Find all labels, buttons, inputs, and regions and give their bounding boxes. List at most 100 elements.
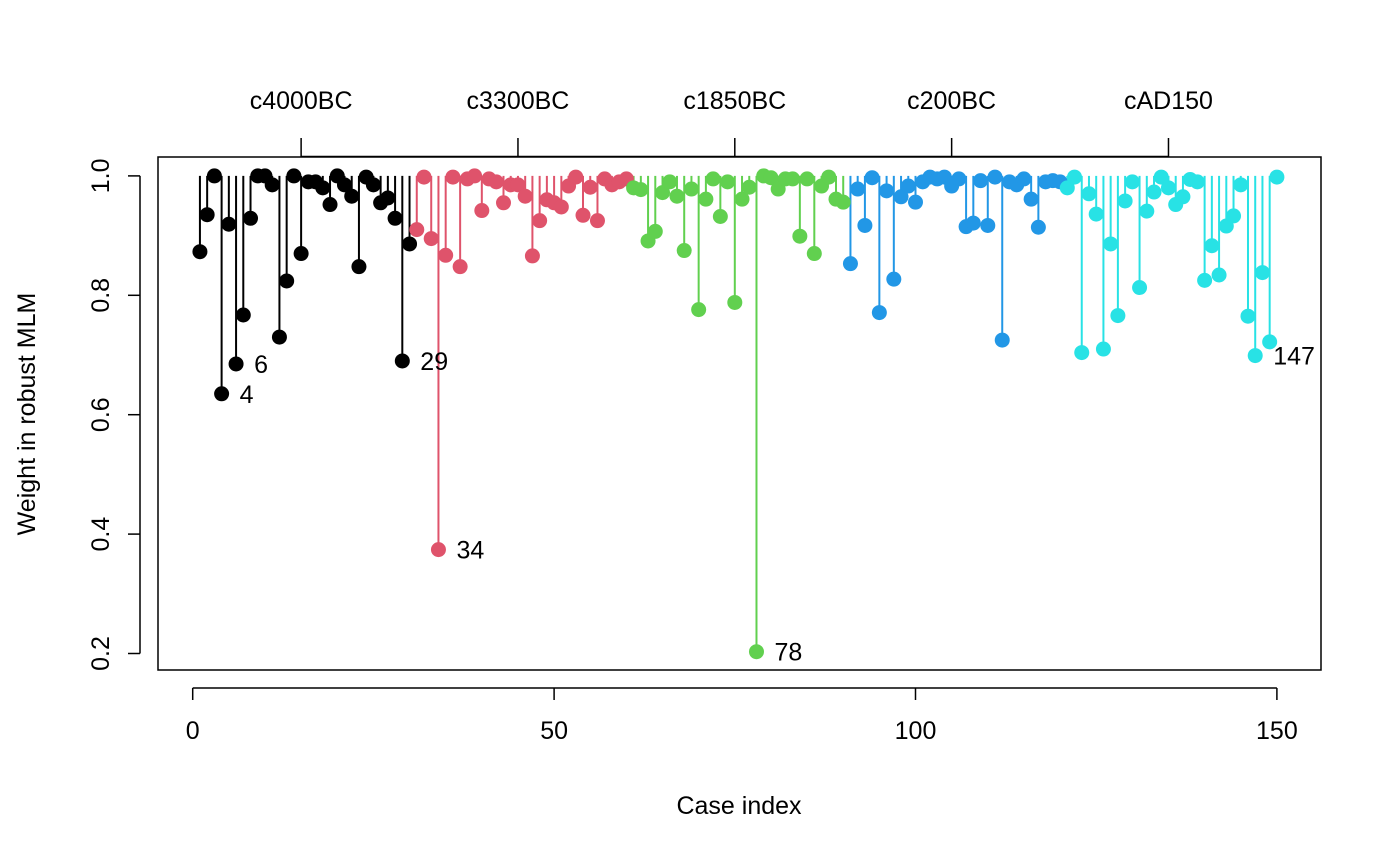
data-point — [655, 185, 671, 201]
data-point — [416, 169, 432, 185]
data-point — [763, 170, 779, 186]
data-point — [1204, 238, 1220, 254]
data-point — [987, 169, 1003, 185]
data-point — [1074, 345, 1090, 361]
x-tick-label: 0 — [186, 717, 200, 745]
data-point — [402, 236, 418, 252]
data-point — [1233, 177, 1249, 193]
data-point — [235, 307, 251, 323]
data-point — [741, 179, 757, 195]
data-point — [683, 181, 699, 197]
data-point — [705, 171, 721, 187]
data-point — [394, 353, 410, 369]
data-point — [842, 256, 858, 272]
data-point — [380, 190, 396, 206]
data-point — [553, 199, 569, 215]
data-point — [973, 173, 989, 189]
data-point — [293, 246, 309, 262]
data-point — [1153, 169, 1169, 185]
x-axis-title: Case index — [676, 792, 802, 820]
data-point — [1088, 206, 1104, 222]
data-point — [748, 644, 764, 660]
data-point — [438, 247, 454, 263]
y-tick-label: 0.4 — [87, 517, 115, 552]
data-point — [821, 169, 837, 185]
data-point — [192, 244, 208, 260]
point-annotations: 46 29 34 78 147 — [240, 343, 1315, 667]
data-point — [1124, 174, 1140, 190]
data-point — [633, 182, 649, 198]
data-point — [980, 217, 996, 233]
top-tick-label: c200BC — [907, 87, 996, 115]
data-point — [1197, 272, 1213, 288]
data-point — [864, 170, 880, 186]
data-point — [532, 213, 548, 229]
data-point — [792, 228, 808, 244]
data-point — [221, 216, 237, 232]
data-point — [720, 174, 736, 190]
data-point — [785, 171, 801, 187]
top-tick-label: cAD150 — [1124, 87, 1213, 115]
x-tick-label: 150 — [1256, 717, 1298, 745]
data-point — [575, 207, 591, 223]
data-point — [452, 259, 468, 275]
data-point — [517, 188, 533, 204]
data-point — [1139, 203, 1155, 219]
data-point — [799, 171, 815, 187]
data-point — [676, 243, 692, 259]
point-annotation-label: 29 — [420, 348, 448, 376]
data-point — [1117, 193, 1133, 209]
data-point — [1240, 308, 1256, 324]
data-point — [1226, 208, 1242, 224]
data-point — [871, 305, 887, 321]
data-point — [467, 168, 483, 184]
data-point — [445, 169, 461, 185]
data-point — [582, 179, 598, 195]
x-tick-label: 100 — [895, 717, 937, 745]
data-point — [1247, 348, 1263, 364]
data-point — [806, 246, 822, 262]
data-point — [712, 208, 728, 224]
data-point — [1132, 280, 1148, 296]
data-point — [1067, 169, 1083, 185]
data-point — [698, 191, 714, 207]
data-point — [271, 329, 287, 345]
data-point — [409, 222, 425, 238]
data-point — [893, 189, 909, 205]
y-tick-label: 0.6 — [87, 397, 115, 432]
data-points — [192, 168, 1285, 660]
data-point — [1211, 267, 1227, 283]
data-point — [264, 177, 280, 193]
data-point — [669, 188, 685, 204]
data-point — [857, 217, 873, 233]
data-point — [886, 271, 902, 287]
top-tick-label: c1850BC — [683, 87, 786, 115]
point-annotation-label: 6 — [254, 351, 268, 379]
data-point — [1189, 174, 1205, 190]
data-point — [387, 210, 403, 226]
y-tick-label: 0.2 — [87, 636, 115, 671]
data-point — [965, 215, 981, 231]
data-point — [1103, 236, 1119, 252]
data-point — [1262, 334, 1278, 350]
data-point — [423, 231, 439, 247]
data-point — [496, 195, 512, 211]
data-point — [1059, 180, 1075, 196]
data-point — [214, 386, 230, 402]
data-point — [691, 302, 707, 318]
data-point — [243, 210, 259, 226]
data-point — [1110, 308, 1126, 324]
data-point — [286, 168, 302, 184]
top-tick-label: c4000BC — [250, 87, 353, 115]
point-annotation-label: 34 — [456, 537, 484, 565]
data-point — [1254, 265, 1270, 281]
data-point — [1095, 341, 1111, 357]
data-point — [1030, 219, 1046, 235]
data-point — [279, 273, 295, 289]
data-point — [835, 194, 851, 210]
data-point — [727, 294, 743, 310]
data-point — [568, 169, 584, 185]
y-tick-label: 0.8 — [87, 278, 115, 313]
data-point — [336, 177, 352, 193]
